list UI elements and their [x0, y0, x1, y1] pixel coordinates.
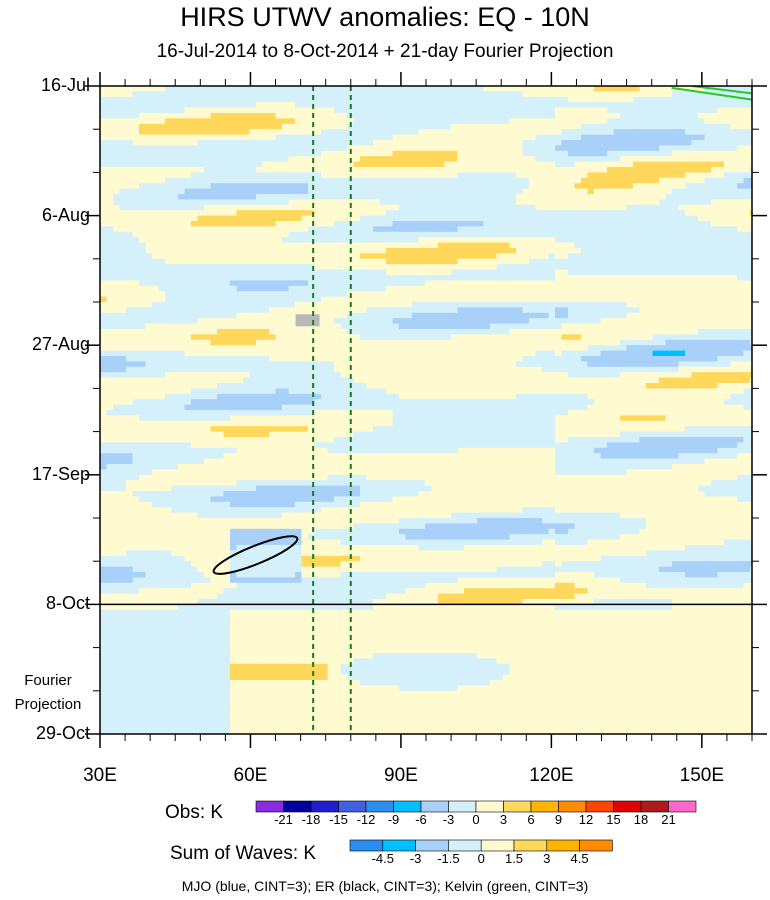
obs-colorbar-tick-label-7: 0 — [472, 812, 480, 827]
chart-subtitle: 16-Jul-2014 to 8-Oct-2014 + 21-day Fouri… — [156, 41, 614, 62]
obs-colorbar-swatch-1 — [283, 800, 312, 813]
waves-colorbar-swatch-4 — [480, 839, 515, 852]
obs-colorbar-tick-label-3: -12 — [356, 812, 376, 827]
obs-colorbar-swatch-14 — [640, 800, 669, 813]
obs-colorbar-swatch-8 — [475, 800, 504, 813]
obs-colorbar-tick-label-9: 6 — [527, 812, 535, 827]
obs-colorbar-tick-label-6: -3 — [442, 812, 455, 827]
obs-colorbar-tick-label-14: 21 — [661, 812, 676, 827]
obs-colorbar-tick-label-10: 9 — [554, 812, 563, 827]
obs-colorbar — [255, 800, 697, 813]
obs-colorbar-swatch-5 — [393, 800, 422, 813]
wave-overlays — [100, 86, 752, 734]
obs-colorbar-swatch-9 — [503, 800, 532, 813]
y-tick-label-0: 16-Jul — [40, 75, 90, 95]
waves-colorbar-tick-label-1: -3 — [409, 851, 422, 866]
obs-colorbar-swatch-10 — [530, 800, 559, 813]
obs-colorbar-tick-label-1: -18 — [301, 812, 321, 827]
waves-colorbar-tick-label-3: 0 — [477, 851, 485, 866]
y-tick-label-1: 6-Aug — [41, 204, 90, 225]
waves-colorbar-tick-label-0: -4.5 — [371, 851, 394, 866]
waves-colorbar-swatch-5 — [513, 839, 548, 852]
waves-colorbar-tick-label-5: 3 — [543, 851, 551, 866]
obs-colorbar-swatch-3 — [338, 800, 367, 813]
waves-colorbar-swatch-1 — [382, 839, 416, 852]
obs-colorbar-title: Obs: K — [165, 802, 224, 823]
obs-colorbar-swatch-7 — [448, 800, 477, 813]
waves-colorbar — [349, 839, 613, 852]
y-tick-label-5: 29-Oct — [35, 723, 90, 743]
projection-label-line1: Fourier — [24, 672, 72, 689]
obs-colorbar-swatch-2 — [310, 800, 339, 813]
obs-colorbar-swatch-11 — [558, 800, 587, 813]
obs-colorbar-swatch-13 — [613, 800, 642, 813]
obs-colorbar-swatch-15 — [668, 800, 697, 813]
chart-title: HIRS UTWV anomalies: EQ - 10N — [180, 2, 590, 32]
obs-colorbar-swatch-6 — [420, 800, 449, 813]
waves-colorbar-tick-label-2: -1.5 — [437, 851, 460, 866]
x-tick-label-2: 90E — [384, 765, 418, 786]
obs-colorbar-swatch-0 — [255, 800, 284, 813]
obs-colorbar-tick-label-4: -9 — [387, 812, 400, 827]
x-tick-label-1: 60E — [233, 765, 268, 786]
waves-colorbar-swatch-0 — [349, 839, 384, 852]
x-tick-label-0: 30E — [83, 765, 117, 786]
waves-colorbar-tick-label-6: 4.5 — [570, 851, 589, 866]
waves-colorbar-swatch-3 — [448, 839, 482, 852]
obs-colorbar-tick-label-5: -6 — [415, 812, 427, 827]
footer-note: MJO (blue, CINT=3); ER (black, CINT=3); … — [181, 878, 589, 894]
obs-colorbar-swatch-12 — [585, 800, 614, 813]
missing-data-patch — [295, 314, 320, 327]
y-tick-label-2: 27-Aug — [31, 334, 90, 355]
kelvin-contour — [671, 86, 752, 101]
obs-colorbar-tick-label-0: -21 — [274, 812, 293, 827]
obs-colorbar-tick-label-8: 3 — [499, 812, 508, 827]
projection-label-line2: Projection — [14, 696, 82, 713]
obs-colorbar-tick-label-12: 15 — [606, 812, 621, 827]
x-tick-label-4: 150E — [679, 765, 725, 786]
obs-colorbar-tick-label-2: -15 — [329, 812, 348, 827]
er-contour — [212, 535, 299, 575]
waves-colorbar-tick-label-4: 1.5 — [504, 851, 524, 866]
anomaly-field — [100, 86, 752, 734]
y-tick-label-4: 8-Oct — [45, 593, 90, 614]
waves-colorbar-swatch-2 — [415, 839, 449, 852]
obs-colorbar-swatch-4 — [365, 800, 394, 813]
obs-colorbar-tick-label-13: 18 — [633, 812, 649, 827]
axis-ticks — [85, 72, 767, 748]
waves-colorbar-swatch-7 — [579, 839, 613, 852]
x-tick-label-3: 120E — [529, 765, 574, 786]
y-tick-label-3: 17-Sep — [31, 463, 90, 484]
waves-colorbar-swatch-6 — [546, 839, 580, 852]
obs-colorbar-tick-label-11: 12 — [578, 812, 594, 827]
waves-colorbar-title: Sum of Waves: K — [170, 843, 317, 864]
